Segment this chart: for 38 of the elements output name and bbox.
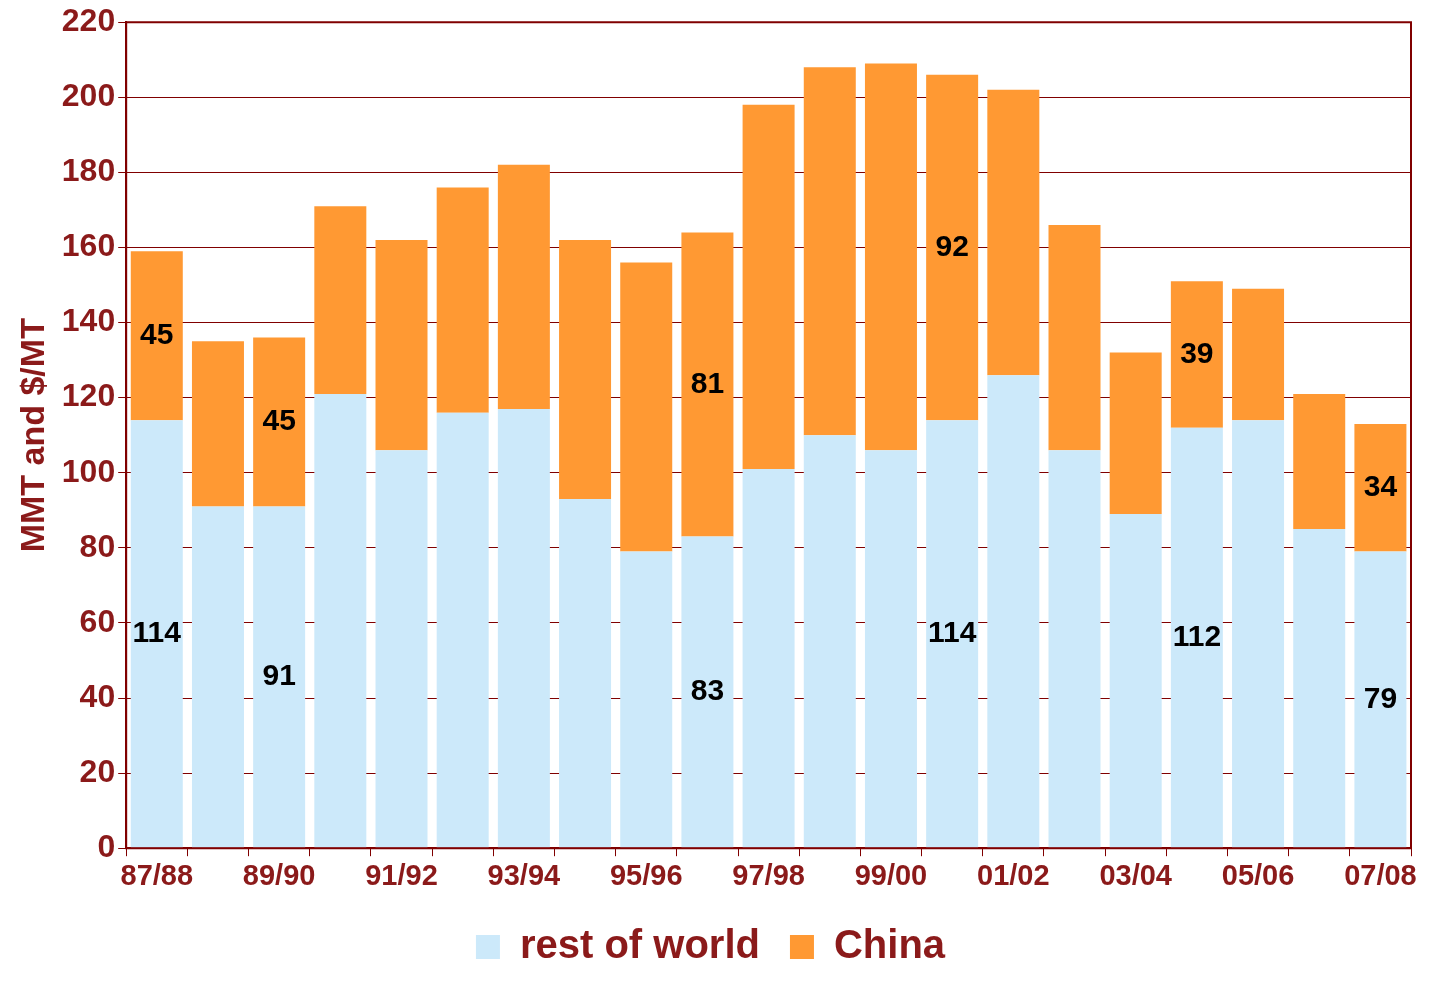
- x-tick-label: 91/92: [365, 858, 438, 891]
- x-tick-label: 93/94: [487, 858, 561, 891]
- data-label: 79: [1363, 680, 1398, 714]
- data-label: 114: [132, 615, 182, 649]
- data-label: 45: [140, 316, 174, 350]
- x-tick-label: 89/90: [242, 858, 316, 891]
- x-tick-label: 95/96: [609, 858, 683, 891]
- data-label: 114: [927, 615, 977, 649]
- y-axis-title: MMT and $/MT: [12, 317, 51, 553]
- y-tick-label: 80: [79, 527, 116, 564]
- y-tick-label: 120: [61, 377, 116, 414]
- y-tick-label: 220: [61, 2, 116, 39]
- x-tick-label: 05/06: [1221, 858, 1295, 891]
- legend-label: rest of world: [519, 922, 760, 967]
- data-label: 92: [935, 228, 969, 262]
- data-label: 83: [690, 673, 725, 707]
- x-tick-label: 07/08: [1344, 858, 1417, 891]
- y-tick-label: 40: [79, 677, 116, 714]
- y-tick-label: 200: [61, 77, 116, 114]
- y-tick-label: 160: [61, 227, 116, 264]
- y-tick-label: 20: [79, 752, 116, 789]
- legend-label: China: [833, 922, 946, 967]
- x-tick-label: 97/98: [732, 858, 805, 891]
- x-tick-label: 03/04: [1099, 858, 1172, 891]
- x-tick-label: 87/88: [120, 858, 194, 891]
- y-tick-label: 60: [79, 602, 116, 639]
- y-tick-label: 140: [61, 302, 116, 339]
- data-label: 39: [1180, 335, 1214, 369]
- data-label: 81: [690, 365, 725, 399]
- data-label: 34: [1363, 469, 1398, 503]
- data-label: 112: [1172, 618, 1222, 652]
- data-label: 91: [262, 658, 296, 692]
- y-tick-label: 180: [61, 152, 116, 189]
- x-tick-label: 01/02: [977, 858, 1050, 891]
- y-tick-label: 100: [61, 452, 116, 489]
- y-tick-label: 0: [97, 828, 116, 865]
- x-tick-label: 99/00: [854, 858, 928, 891]
- data-label: 45: [262, 403, 296, 437]
